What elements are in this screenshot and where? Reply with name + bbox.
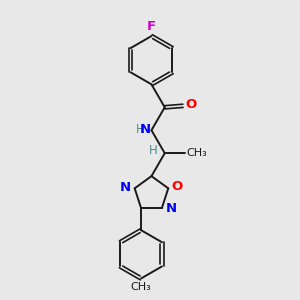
Text: F: F xyxy=(147,20,156,32)
Text: O: O xyxy=(172,180,183,194)
Text: N: N xyxy=(140,123,151,136)
Text: N: N xyxy=(120,181,131,194)
Text: CH₃: CH₃ xyxy=(131,282,152,292)
Text: N: N xyxy=(165,202,176,214)
Text: H: H xyxy=(136,123,145,136)
Text: CH₃: CH₃ xyxy=(187,148,208,158)
Text: O: O xyxy=(185,98,196,111)
Text: H: H xyxy=(148,144,158,157)
